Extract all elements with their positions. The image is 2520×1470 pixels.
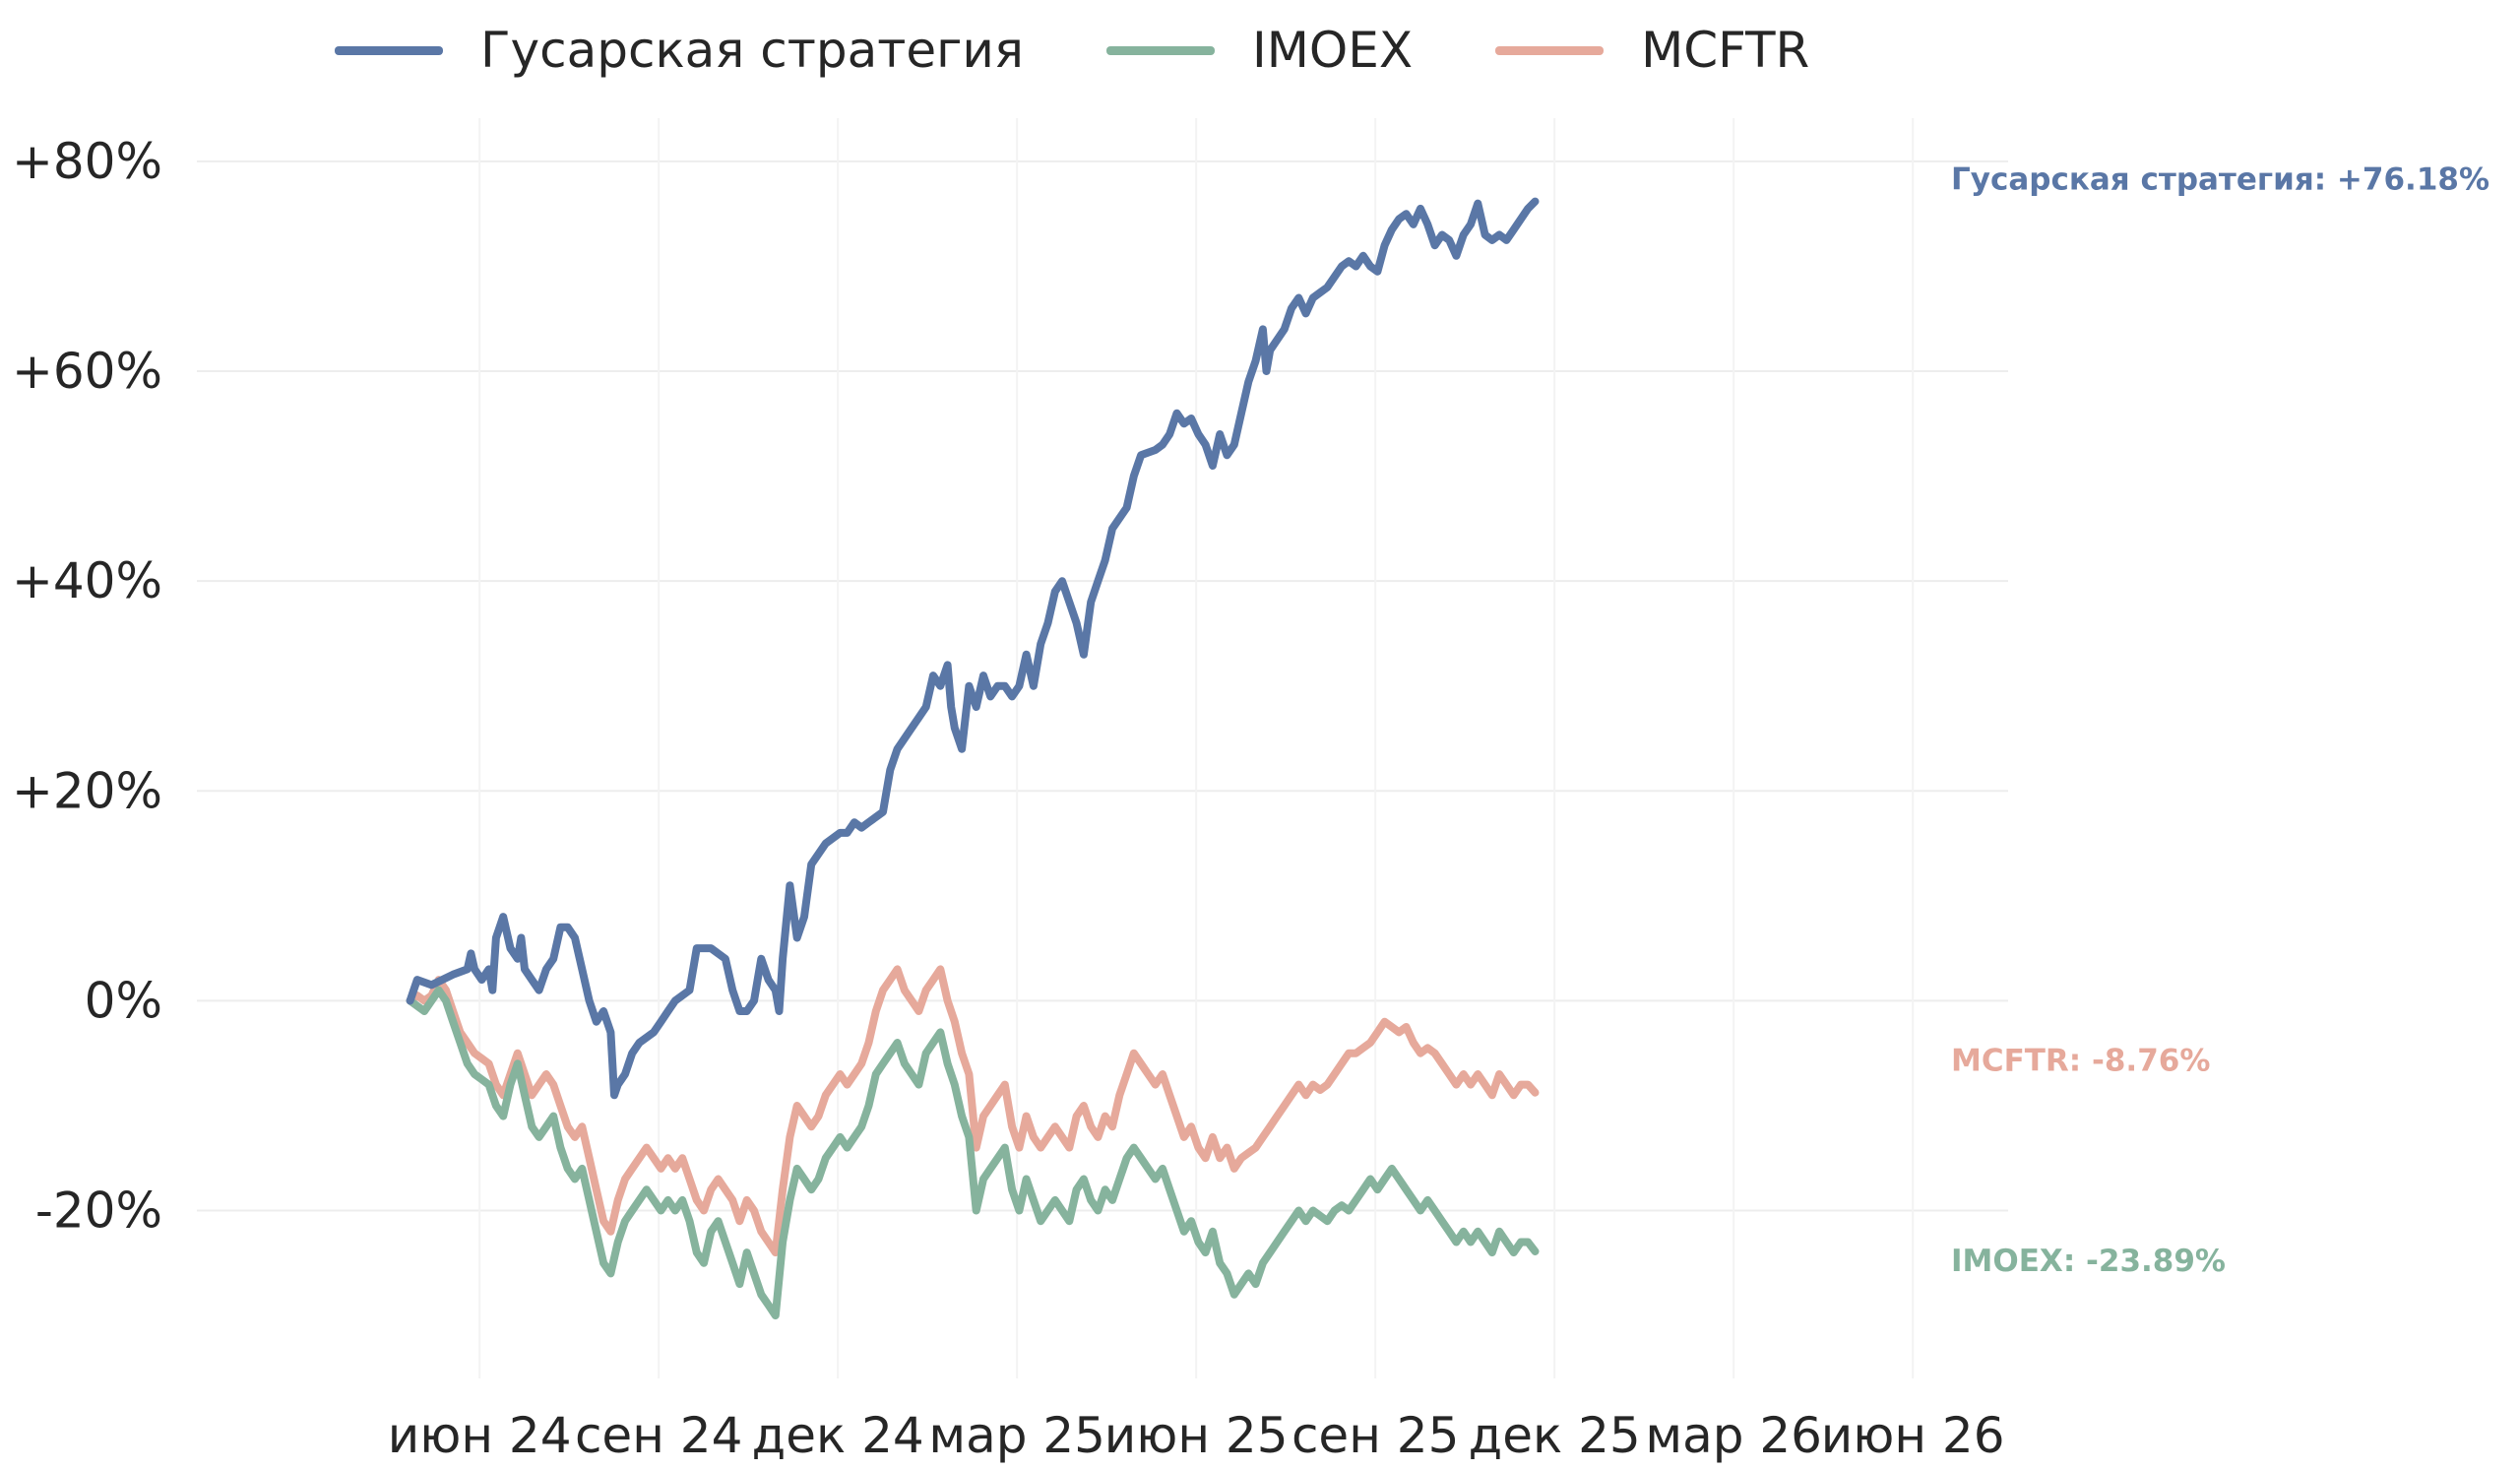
legend-label-imoex: IMOEX (1251, 22, 1414, 79)
legend-item-strategy: Гусарская стратегия (335, 18, 1024, 83)
series-lines (406, 197, 1540, 1320)
end-label-1: IMOEX: -23.89% (1951, 1244, 2226, 1279)
y-tick-label: 0% (85, 972, 162, 1029)
series-line-1 (406, 986, 1540, 1320)
series-line-0 (406, 197, 1540, 1100)
y-axis: +80% +60% +40% +20% 0% -20% (12, 133, 162, 1240)
chart-legend: Гусарская стратегия IMOEX MCFTR (335, 18, 1892, 83)
legend-swatch-mcftr (1495, 45, 1605, 55)
x-tick-label: июн 25 (1104, 1407, 1289, 1464)
legend-swatch-strategy (335, 45, 443, 55)
x-tick-label: мар 26 (1645, 1407, 1822, 1464)
x-tick-label: дек 25 (1469, 1407, 1641, 1464)
x-tick-label: мар 25 (928, 1407, 1105, 1464)
legend-label-strategy: Гусарская стратегия (480, 22, 1024, 79)
end-label-2: MCFTR: -8.76% (1951, 1044, 2210, 1079)
end-label-0: Гусарская стратегия: +76.18% (1951, 162, 2489, 198)
y-tick-label: +20% (12, 762, 162, 819)
x-tick-label: июн 26 (1821, 1407, 2005, 1464)
legend-swatch-imoex (1105, 45, 1215, 55)
legend-label-mcftr: MCFTR (1641, 22, 1810, 79)
y-tick-label: +40% (12, 552, 162, 609)
legend-item-mcftr: MCFTR (1495, 18, 1809, 83)
x-tick-label: сен 25 (1292, 1407, 1459, 1464)
y-tick-label: +80% (12, 133, 162, 190)
x-tick-label: сен 24 (575, 1407, 742, 1464)
y-tick-label: +60% (12, 343, 162, 400)
end-labels: Гусарская стратегия: +76.18% IMOEX: -23.8… (1951, 162, 2489, 1279)
series-line-2 (406, 965, 1540, 1257)
gridlines (197, 118, 2008, 1378)
x-tick-label: дек 24 (752, 1407, 924, 1464)
legend-item-imoex: IMOEX (1105, 18, 1414, 83)
x-tick-label: июн 24 (388, 1407, 572, 1464)
y-tick-label: -20% (35, 1182, 162, 1240)
